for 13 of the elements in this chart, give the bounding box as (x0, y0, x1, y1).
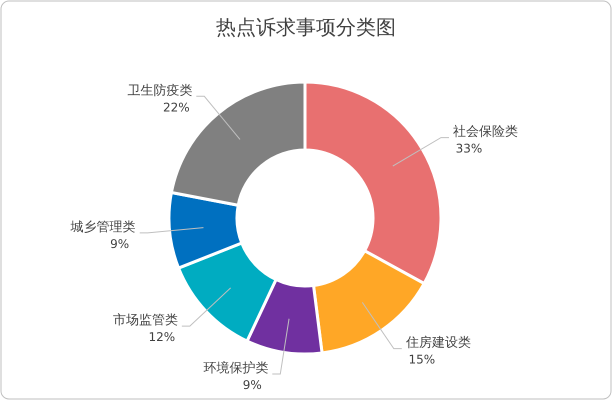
data-label: 12% (148, 330, 176, 344)
slice-label: 城乡管理类 (70, 220, 136, 235)
slice-label: 环境保护类 (203, 360, 268, 376)
data-label: 9% (242, 378, 262, 392)
slice-label: 市场监管类 (112, 313, 178, 328)
chart-title: 热点诉求事项分类图 (216, 15, 396, 39)
slice-label: 住房建设类 (404, 334, 471, 351)
slice-label: 卫生防疫类 (127, 83, 192, 98)
data-label: 22% (162, 100, 190, 114)
slice-label: 社会保险类 (452, 124, 518, 140)
data-label: 9% (110, 236, 130, 251)
data-label: 15% (408, 352, 436, 367)
data-label: 33% (456, 142, 482, 156)
